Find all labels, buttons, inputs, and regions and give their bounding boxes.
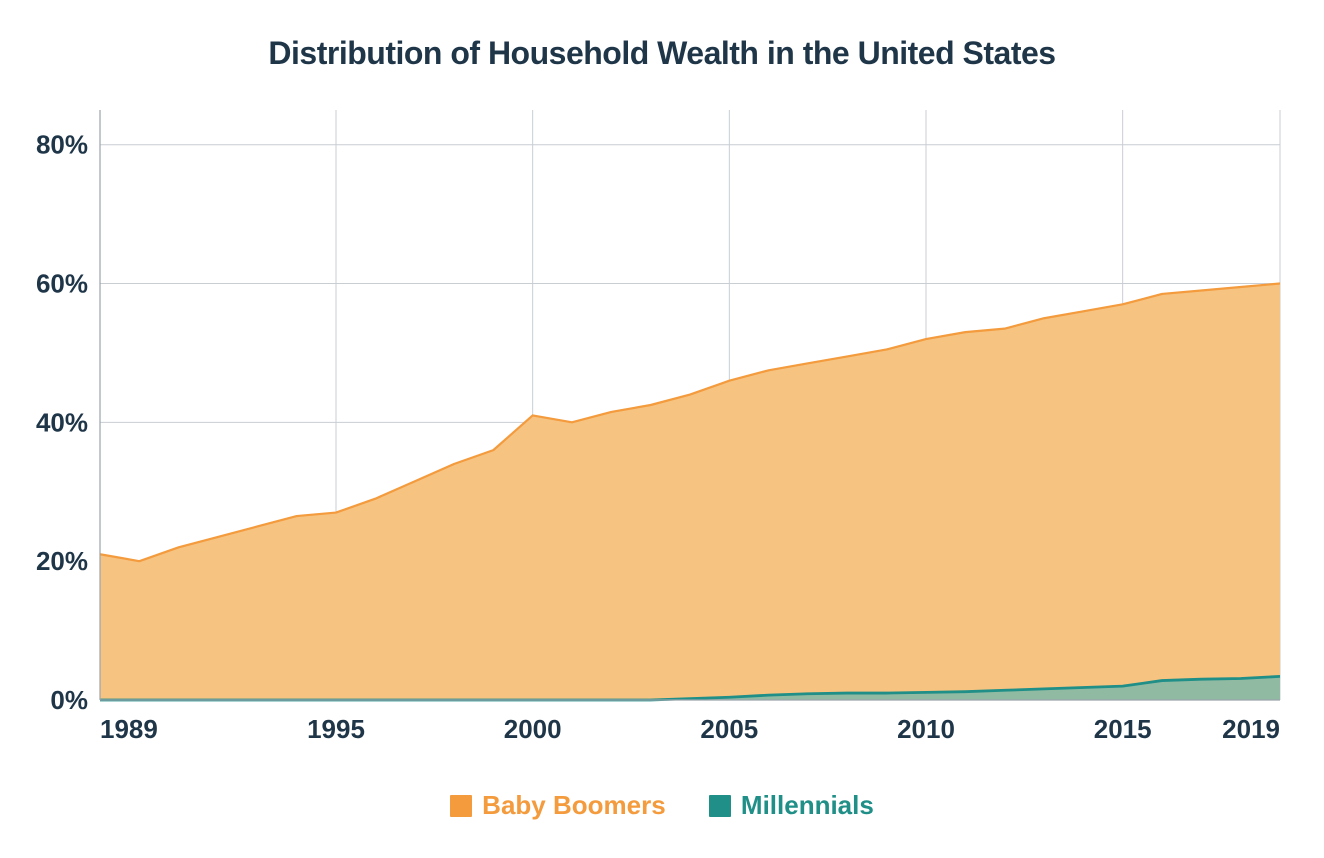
legend-item-millennials: Millennials <box>709 790 874 821</box>
x-tick-label: 2000 <box>504 714 562 744</box>
legend-swatch-icon <box>709 795 731 817</box>
x-tick-label: 2005 <box>700 714 758 744</box>
x-tick-label: 1995 <box>307 714 365 744</box>
y-tick-label: 60% <box>36 269 88 299</box>
legend-item-baby-boomers: Baby Boomers <box>450 790 666 821</box>
area-chart: 0% 20% 40% 60% 80% 1989 1995 2000 2005 2010 2015 20… <box>0 0 1324 858</box>
legend-swatch-icon <box>450 795 472 817</box>
x-tick-label: 2010 <box>897 714 955 744</box>
x-tick-label: 2019 <box>1222 714 1280 744</box>
x-tick-label: 2015 <box>1094 714 1152 744</box>
legend-label: Millennials <box>741 790 874 821</box>
y-tick-label: 20% <box>36 546 88 576</box>
area-series <box>100 284 1280 700</box>
y-tick-label: 40% <box>36 407 88 437</box>
y-tick-label: 80% <box>36 130 88 160</box>
legend: Baby Boomers Millennials <box>0 790 1324 824</box>
legend-label: Baby Boomers <box>482 790 666 821</box>
chart-container: Distribution of Household Wealth in the … <box>0 0 1324 858</box>
y-tick-label: 0% <box>50 685 88 715</box>
x-tick-label: 1989 <box>100 714 158 744</box>
